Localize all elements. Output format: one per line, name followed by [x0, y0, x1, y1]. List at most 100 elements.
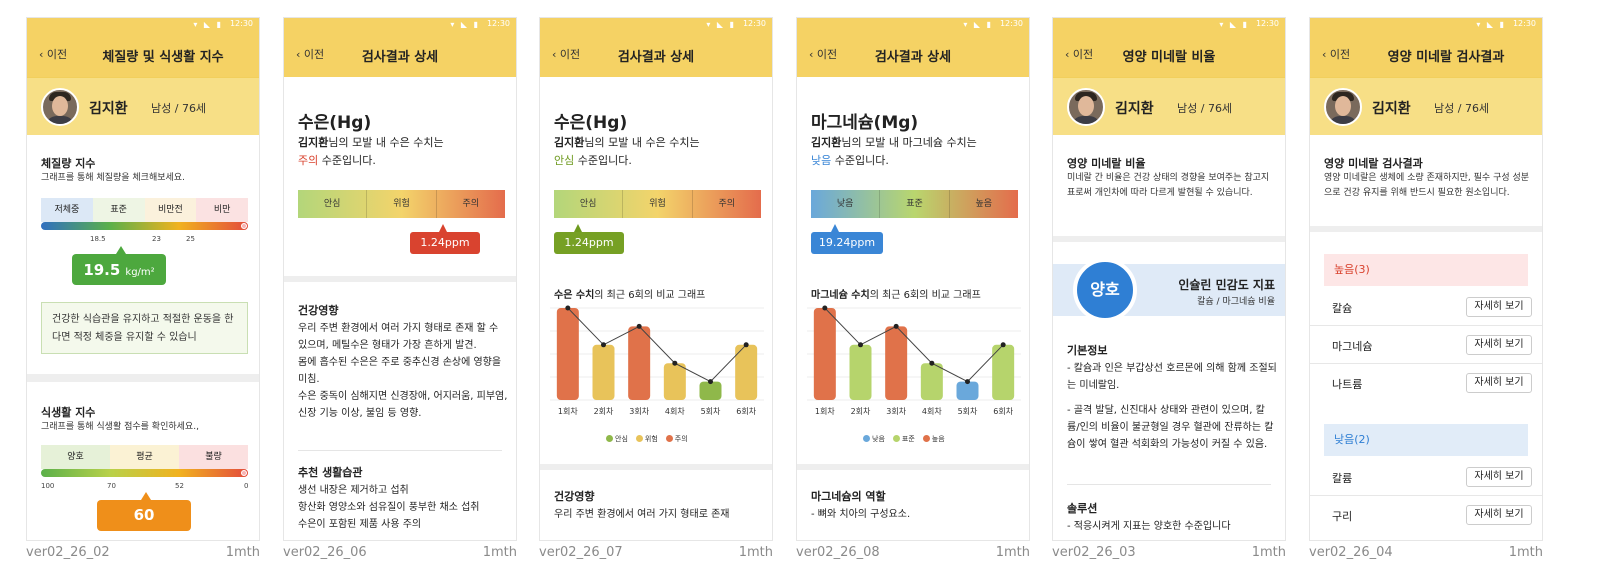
habit-body: 생선 내장은 제거하고 섭취 항산화 영양소와 섬유질이 풍부한 채소 섭취 수… — [298, 485, 480, 530]
chevron-left-icon: ‹ — [552, 48, 560, 61]
bmi-cat-underweight: 저체중 — [41, 198, 93, 222]
chart-bar — [592, 344, 615, 400]
chart-bar — [813, 308, 836, 400]
bmi-gradient-bar — [41, 222, 248, 230]
value-pointer — [439, 224, 447, 232]
screen-mercury-safe: ▾ ◣ ▮ 12:30 ‹ 이전 검사결과 상세 수은(Hg) 김지환님의 모발… — [539, 17, 773, 541]
app-bar: ‹ 이전 영양 미네랄 검사결과 — [1310, 32, 1542, 77]
scale-caution: 주의 — [462, 199, 480, 209]
back-button[interactable]: ‹ 이전 — [1065, 48, 1094, 61]
x-tick-label: 6회차 — [993, 407, 1013, 416]
legend-swatch — [892, 435, 900, 442]
screen-caption: ver02_26_04 1mth — [1309, 545, 1543, 560]
list-item: 마그네슘 자세히 보기 — [1310, 326, 1542, 364]
diet-cat-average: 평균 — [110, 445, 179, 469]
user-name: 김지환 — [298, 136, 329, 149]
level-scale: 안심 위험 주의 — [554, 190, 761, 218]
legend-swatch — [635, 435, 643, 442]
status-bar: ▾ ◣ ▮ 12:30 — [797, 18, 1029, 32]
bmi-advice: 건강한 식습관을 유지하고 적절한 운동을 한다면 적정 체중을 유지할 수 있… — [41, 302, 248, 354]
back-button[interactable]: ‹ 이전 — [39, 48, 68, 61]
section-divider — [1310, 226, 1542, 232]
value-pointer — [831, 224, 839, 232]
legend-label: 주의 — [674, 435, 688, 443]
x-tick-label: 6회차 — [736, 407, 756, 416]
detail-button[interactable]: 자세히 보기 — [1466, 373, 1532, 393]
group-low: 낮음(2) — [1324, 424, 1528, 456]
screen-caption: ver02_26_02 1mth — [26, 545, 260, 560]
mercury-legend: 안심 위험 주의 — [606, 434, 688, 444]
chevron-left-icon: ‹ — [1322, 48, 1330, 61]
detail-button[interactable]: 자세히 보기 — [1466, 297, 1532, 317]
basic-heading: 기본정보 — [1067, 344, 1108, 357]
legend-item: 표준 — [892, 434, 915, 444]
app-bar: ‹ 이전 검사결과 상세 — [797, 32, 1029, 77]
chevron-left-icon: ‹ — [809, 48, 817, 61]
ratio-heading: 영양 미네랄 비율 — [1067, 157, 1146, 170]
screen-mineral-ratio: ▾ ◣ ▮ 12:30 ‹ 이전 영양 미네랄 비율 김지환 남성 / 76세 … — [1052, 17, 1286, 541]
back-button[interactable]: ‹ 이전 — [1322, 48, 1351, 61]
status-time: 12:30 — [999, 19, 1023, 28]
legend-item: 위험 — [635, 434, 658, 444]
page-title: 체질량 및 식생활 지수 — [102, 50, 224, 65]
data-point — [858, 342, 863, 348]
bmi-section: 체질량 지수 그래프를 통해 체질량을 체크해보세요. 저체중 표준 비만전 비… — [27, 135, 259, 390]
legend-label: 안심 — [615, 435, 628, 443]
page-title: 검사결과 상세 — [617, 50, 695, 65]
results-heading: 영양 미네랄 검사결과 — [1324, 157, 1423, 170]
bmi-cat-preobese: 비만전 — [144, 198, 197, 222]
status-word: 안심 — [554, 154, 575, 167]
value-badge: 19.24ppm — [811, 232, 883, 254]
status-time: 12:30 — [1255, 19, 1279, 28]
legend-swatch — [922, 435, 930, 442]
app-bar: ‹ 이전 검사결과 상세 — [540, 32, 772, 77]
magnesium-legend: 낮음 표준 높음 — [863, 434, 945, 444]
element-title: 수은(Hg) — [554, 113, 628, 133]
diet-tick-4: 0 — [244, 482, 249, 490]
diet-tick-3: 52 — [175, 482, 184, 490]
health-body: 우리 주변 환경에서 여러 가지 형태로 존재 — [554, 509, 730, 520]
diet-cat-bad: 불량 — [179, 445, 248, 469]
level-scale: 안심 위험 주의 — [298, 190, 505, 218]
bmi-cat-normal: 표준 — [92, 198, 145, 222]
detail-button[interactable]: 자세히 보기 — [1466, 505, 1532, 525]
back-button[interactable]: ‹ 이전 — [296, 48, 325, 61]
divider-line — [298, 450, 502, 451]
avatar — [1324, 88, 1362, 126]
diet-category-bar: 양호 평균 불량 — [41, 445, 248, 469]
signal-wifi-battery-icon: ▾ ◣ ▮ — [193, 20, 223, 29]
role-heading: 마그네슘의 역할 — [811, 490, 886, 503]
profile-meta: 남성 / 76세 — [151, 102, 207, 115]
value-badge: 1.24ppm — [410, 232, 480, 254]
x-tick-label: 2회차 — [851, 407, 871, 416]
signal-wifi-battery-icon: ▾ ◣ ▮ — [1219, 20, 1249, 29]
section-divider — [1053, 236, 1285, 242]
status-word: 낮음 — [811, 154, 832, 167]
x-tick-label: 5회차 — [701, 407, 721, 416]
back-button[interactable]: ‹ 이전 — [552, 48, 581, 61]
health-heading: 건강영향 — [298, 304, 339, 317]
profile-name: 김지환 — [1372, 101, 1411, 117]
detail-button[interactable]: 자세히 보기 — [1466, 467, 1532, 487]
status-word: 주의 — [298, 154, 319, 167]
x-tick-label: 2회차 — [594, 407, 614, 416]
x-tick-label: 4회차 — [922, 407, 942, 416]
level-scale: 낮음 표준 높음 — [811, 190, 1018, 218]
chart-bar — [992, 344, 1015, 400]
bmi-category-bar: 저체중 표준 비만전 비만 — [41, 198, 248, 222]
scale-low: 낮음 — [836, 199, 854, 209]
page-title: 영양 미네랄 검사결과 — [1387, 50, 1505, 65]
scale-safe: 안심 — [579, 199, 597, 209]
status-time: 12:30 — [229, 19, 253, 28]
signal-wifi-battery-icon: ▾ ◣ ▮ — [1476, 20, 1506, 29]
detail-button[interactable]: 자세히 보기 — [1466, 335, 1532, 355]
screen-bmi-diet: ▾ ◣ ▮ 12:30 ‹ 이전 체질량 및 식생활 지수 김지환 남성 / 7… — [26, 17, 260, 541]
section-divider — [540, 464, 772, 470]
data-point — [743, 342, 749, 348]
diet-pointer — [141, 492, 151, 500]
role-body: - 뼈와 치아의 구성요소. — [811, 509, 911, 520]
chevron-left-icon: ‹ — [1065, 48, 1073, 61]
status-time: 12:30 — [1512, 19, 1536, 28]
back-button[interactable]: ‹ 이전 — [809, 48, 838, 61]
chevron-left-icon: ‹ — [39, 48, 47, 61]
